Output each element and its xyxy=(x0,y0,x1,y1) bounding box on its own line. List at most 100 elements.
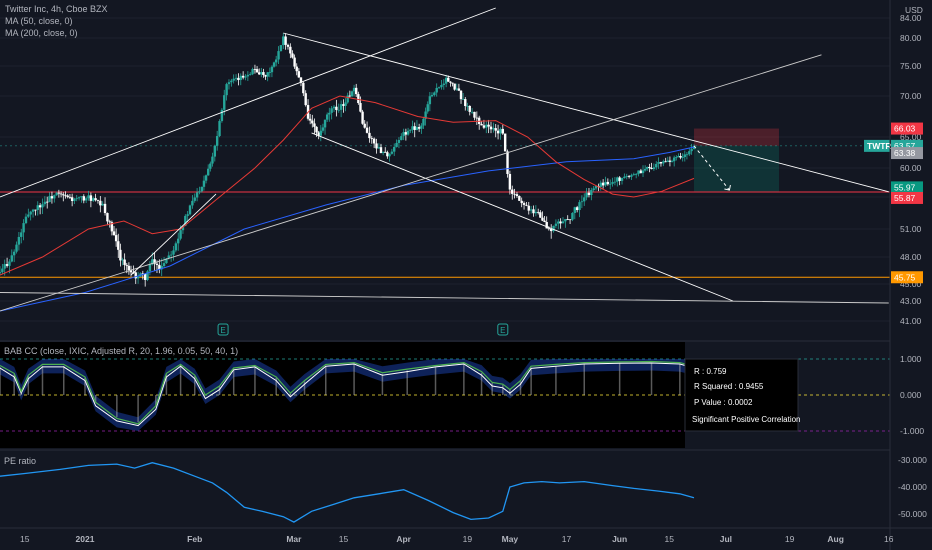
ma200-legend[interactable]: MA (200, close, 0) xyxy=(5,28,78,38)
candle-body xyxy=(426,104,429,112)
price-tick-label: 41.00 xyxy=(900,316,922,326)
candle-body xyxy=(411,126,414,130)
price-label-bg xyxy=(891,181,923,194)
candle-body xyxy=(583,197,586,202)
candle-body xyxy=(302,82,305,94)
candle-body xyxy=(648,166,651,168)
correlation-axis[interactable]: 1.000 0.000 -1.000 xyxy=(900,354,924,436)
candle-body xyxy=(53,195,56,199)
ma50-legend[interactable]: MA (50, close, 0) xyxy=(5,16,73,26)
candle-body xyxy=(70,197,74,202)
candle-body xyxy=(525,204,528,206)
candle-body xyxy=(3,264,6,269)
candle-body xyxy=(165,258,168,264)
candle-body xyxy=(561,221,565,224)
candle-body xyxy=(46,201,49,203)
candle-body xyxy=(575,207,579,211)
candle-body xyxy=(179,230,182,239)
candle-body xyxy=(634,173,638,175)
adjusted-r-line xyxy=(0,362,695,427)
candle-body xyxy=(5,264,9,266)
candlestick-series xyxy=(0,33,696,287)
candle-body xyxy=(253,69,257,70)
price-tick-label: 43.00 xyxy=(900,296,922,306)
candle-body xyxy=(549,228,553,232)
candle-body xyxy=(167,255,170,259)
time-axis[interactable]: 15 2021 Feb Mar 15 Apr 19 May 17 Jun 15 Jul 19 Aug 16 xyxy=(20,534,894,544)
candle-body xyxy=(585,192,588,198)
candle-body xyxy=(499,128,502,134)
candle-body xyxy=(468,105,471,112)
price-panel[interactable]: EE 84.0080.0075.0070.0065.0060.0055.0051… xyxy=(0,7,923,336)
candle-body xyxy=(198,191,201,193)
trendlines[interactable] xyxy=(0,7,889,312)
candle-body xyxy=(108,221,111,223)
time-tick-label: May xyxy=(502,534,519,544)
candle-body xyxy=(262,72,265,76)
candle-body xyxy=(637,170,640,174)
candle-body xyxy=(632,174,636,176)
candle-body xyxy=(668,160,672,162)
candle-body xyxy=(545,222,548,229)
candle-body xyxy=(112,231,116,236)
candle-body xyxy=(299,77,303,83)
candle-body xyxy=(121,259,124,261)
candle-body xyxy=(50,196,54,199)
candle-body xyxy=(117,241,120,250)
candle-body xyxy=(43,201,47,205)
corr-tick-label: 1.000 xyxy=(900,354,922,364)
candle-body xyxy=(442,83,445,85)
candle-body xyxy=(594,186,598,189)
earnings-label: E xyxy=(220,326,225,335)
time-tick-label: Jun xyxy=(612,534,627,544)
correlation-title[interactable]: BAB CC (close, IXIC, Adjusted R, 20, 1.9… xyxy=(4,346,238,356)
candle-body xyxy=(80,196,83,198)
time-tick-label: 2021 xyxy=(76,534,95,544)
candle-body xyxy=(492,128,495,130)
pe-axis[interactable]: -30.000 -40.000 -50.000 xyxy=(898,455,927,519)
candle-body xyxy=(342,104,345,106)
candle-body xyxy=(308,118,312,121)
candle-body xyxy=(559,221,562,224)
candle-body xyxy=(244,76,247,78)
candle-body xyxy=(103,203,107,214)
candle-body xyxy=(207,168,210,176)
stop-zone xyxy=(694,128,779,146)
candle-body xyxy=(390,151,394,154)
candle-body xyxy=(652,167,656,170)
candle-body xyxy=(662,161,665,164)
stat-r-squared: R Squared : 0.9455 xyxy=(694,382,764,391)
correlation-series xyxy=(0,359,695,431)
candle-body xyxy=(592,188,595,191)
short-position-tool[interactable] xyxy=(694,128,779,192)
candle-body xyxy=(134,272,137,279)
confidence-band xyxy=(0,359,694,431)
correlation-panel[interactable]: 1.000 0.000 -1.000 R : 0.759 R Squared : 0… xyxy=(0,342,924,448)
candle-body xyxy=(239,75,242,81)
earnings-label: E xyxy=(500,326,505,335)
candle-body xyxy=(685,154,689,156)
candle-body xyxy=(377,147,381,149)
correlation-line xyxy=(0,360,695,425)
price-tick-label: 45.00 xyxy=(900,279,922,289)
candle-body xyxy=(328,112,331,115)
candle-body xyxy=(332,106,336,109)
candle-body xyxy=(518,195,521,201)
candle-body xyxy=(282,36,285,46)
candle-body xyxy=(461,99,465,100)
candle-body xyxy=(36,205,39,211)
pe-title[interactable]: PE ratio xyxy=(4,456,36,466)
candle-body xyxy=(344,102,347,106)
symbol-title[interactable]: Twitter Inc, 4h, Cboe BZX xyxy=(5,4,108,14)
candle-body xyxy=(223,95,226,110)
candle-body xyxy=(279,45,283,52)
candle-body xyxy=(31,209,35,212)
pe-ratio-panel[interactable]: -30.000 -40.000 -50.000 xyxy=(0,455,927,523)
candle-body xyxy=(204,175,208,181)
candle-body xyxy=(370,138,373,139)
candle-body xyxy=(82,196,86,201)
candle-body xyxy=(650,167,653,170)
candle-body xyxy=(590,190,593,196)
